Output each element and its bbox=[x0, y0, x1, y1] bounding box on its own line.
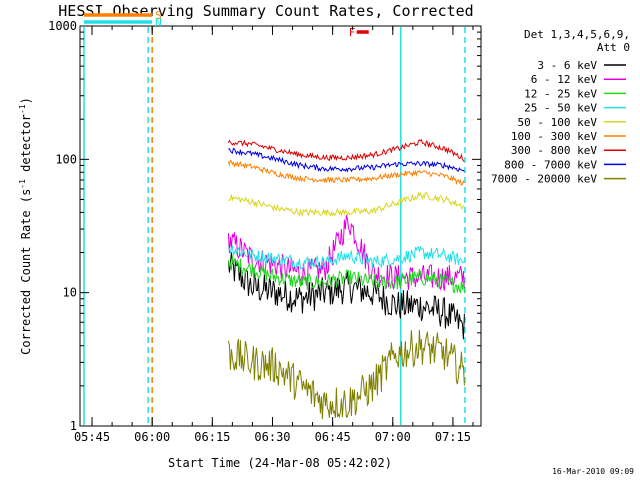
series-line bbox=[227, 252, 465, 340]
legend-header-line2: Att 0 bbox=[597, 41, 630, 54]
y-axis-label: Corrected Count Rate (s-1 detector-1) bbox=[18, 97, 33, 355]
x-axis-label: Start Time (24-Mar-08 05:42:02) bbox=[168, 456, 392, 470]
legend-label: 25 - 50 keV bbox=[524, 102, 597, 115]
y-label-superscript: -1 bbox=[18, 179, 27, 189]
y-tick-label: 1 bbox=[70, 419, 77, 433]
legend-label: 12 - 25 keV bbox=[524, 87, 597, 100]
x-tick-label: 06:45 bbox=[315, 430, 351, 444]
series-line bbox=[227, 159, 465, 186]
legend-label: 800 - 7000 keV bbox=[504, 158, 597, 171]
legend-label: 100 - 300 keV bbox=[511, 130, 597, 143]
series-line bbox=[228, 191, 465, 218]
x-tick-label: 06:30 bbox=[254, 430, 290, 444]
chart-title: HESSI Observing Summary Count Rates, Cor… bbox=[58, 2, 473, 20]
plot-frame bbox=[79, 25, 482, 427]
x-tick-label: 05:45 bbox=[74, 430, 110, 444]
flag-bars: SN F bbox=[84, 9, 369, 39]
y-label-part: ) bbox=[19, 97, 33, 104]
legend-label: 50 - 100 keV bbox=[518, 116, 598, 129]
legend-label: 7000 - 20000 keV bbox=[491, 173, 597, 186]
series-line bbox=[227, 329, 465, 420]
x-tick-label: 07:00 bbox=[375, 430, 411, 444]
y-tick-label: 1000 bbox=[48, 19, 77, 33]
y-axis-ticks: 1 10 100 1000 bbox=[48, 19, 481, 433]
series-line bbox=[227, 245, 465, 270]
series-line bbox=[228, 147, 465, 173]
series-line bbox=[227, 255, 465, 295]
x-tick-label: 06:15 bbox=[194, 430, 230, 444]
legend-label: 3 - 6 keV bbox=[537, 59, 597, 72]
y-tick-label: 10 bbox=[63, 286, 77, 300]
y-tick-label: 100 bbox=[55, 152, 77, 166]
flag-letter: S bbox=[155, 9, 162, 22]
series-group bbox=[227, 138, 465, 420]
legend-label: 300 - 800 keV bbox=[511, 144, 597, 157]
legend-header-line1: Det 1,3,4,5,6,9, bbox=[524, 28, 630, 41]
legend-label: 6 - 12 keV bbox=[531, 73, 598, 86]
x-axis-ticks: 05:45 06:00 06:15 06:30 06:45 07:00 07:15 bbox=[74, 26, 474, 444]
series-line bbox=[227, 215, 465, 291]
footer-timestamp: 16-Mar-2010 09:09 bbox=[552, 467, 634, 476]
x-tick-label: 06:00 bbox=[134, 430, 170, 444]
flag-letter: N bbox=[155, 16, 162, 29]
vertical-markers bbox=[83, 27, 466, 425]
flag-letter: F bbox=[349, 26, 356, 39]
y-label-part: detector bbox=[19, 114, 33, 179]
x-tick-label: 07:15 bbox=[435, 430, 471, 444]
y-label-part: Corrected Count Rate (s bbox=[19, 189, 33, 355]
series-line bbox=[227, 138, 465, 162]
y-label-superscript: -1 bbox=[18, 104, 27, 114]
